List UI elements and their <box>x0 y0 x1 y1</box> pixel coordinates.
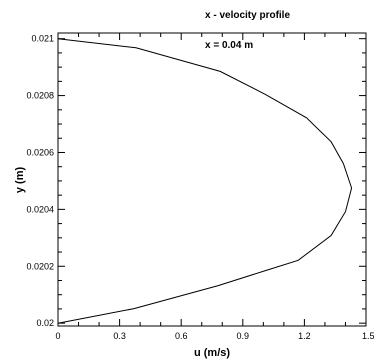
x-axis-label: u (m/s) <box>194 347 230 359</box>
x-tick-label: 0.3 <box>113 331 126 341</box>
y-tick-label: 0.0206 <box>26 147 54 157</box>
x-tick-label: 1.2 <box>298 331 311 341</box>
y-tick-label: 0.021 <box>31 34 54 44</box>
plot-frame <box>57 32 367 327</box>
series-layer <box>57 38 353 324</box>
x-tick-labels: 0 0.3 0.6 0.9 1.2 1.5 <box>55 331 374 341</box>
chart-subtitle: x = 0.04 m <box>205 40 253 51</box>
x-tick-label: 0 <box>55 331 60 341</box>
chart-title: x - velocity profile <box>205 10 290 21</box>
y-tick-label: 0.0204 <box>26 204 54 214</box>
y-tick-label: 0.0208 <box>26 91 54 101</box>
y-tick-label: 0.0202 <box>26 261 54 271</box>
axis-ticks <box>57 33 367 326</box>
x-tick-label: 0.6 <box>175 331 188 341</box>
x-tick-label: 0.9 <box>237 331 250 341</box>
velocity-profile-line <box>57 38 353 324</box>
y-tick-label: 0.02 <box>36 318 54 328</box>
y-axis-label: y (m) <box>14 167 26 194</box>
x-tick-label: 1.5 <box>362 331 375 341</box>
y-tick-labels: 0.02 0.0202 0.0204 0.0206 0.0208 0.021 <box>26 34 54 328</box>
